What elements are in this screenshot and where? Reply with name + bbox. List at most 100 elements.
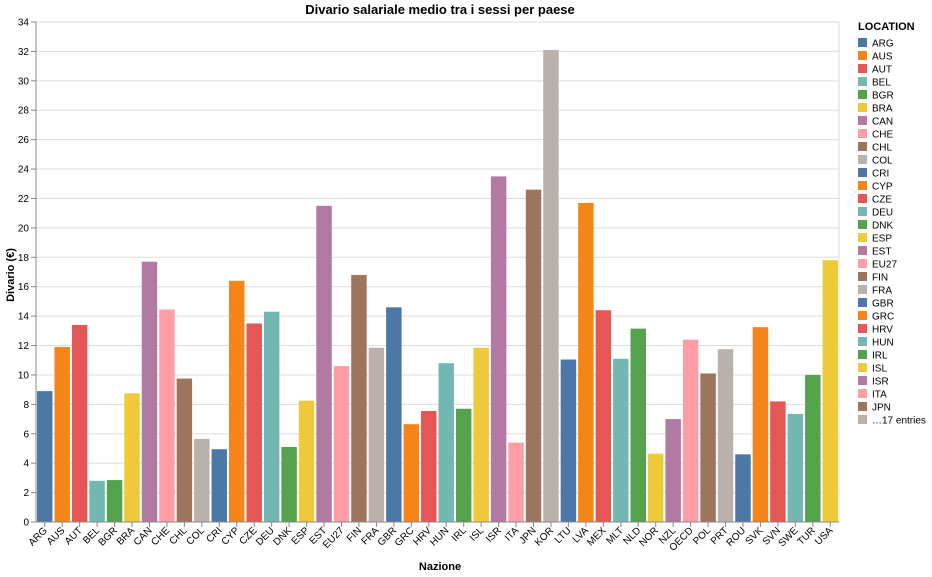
bar-bra[interactable] (124, 393, 140, 522)
y-tick-label: 24 (18, 165, 30, 176)
chart-title: Divario salariale medio tra i sessi per … (305, 2, 575, 17)
bar-deu[interactable] (263, 311, 280, 522)
bar-mex[interactable] (595, 310, 612, 522)
bar-svk[interactable] (752, 327, 769, 522)
legend-entry-jpn[interactable]: JPN (872, 403, 891, 414)
x-tick-label: CHL (168, 525, 190, 547)
bar-cze[interactable] (246, 323, 262, 522)
legend-swatch (858, 90, 867, 99)
bar-che[interactable] (159, 309, 175, 523)
legend-entry-hun[interactable]: HUN (872, 338, 894, 349)
legend-entry-dnk[interactable]: DNK (872, 221, 893, 232)
legend-swatch (858, 246, 867, 255)
bar-bel[interactable] (89, 480, 105, 522)
legend-entry-che[interactable]: CHE (872, 130, 893, 141)
legend-entry-aus[interactable]: AUS (872, 52, 893, 63)
bar-isr[interactable] (490, 176, 507, 523)
y-tick-label: 8 (23, 400, 29, 411)
legend-entry-fra[interactable]: FRA (872, 286, 892, 297)
bar-fin[interactable] (351, 274, 367, 522)
legend-entry-isr[interactable]: ISR (872, 377, 889, 388)
legend-entry-isl[interactable]: ISL (872, 364, 887, 375)
legend-entry-ita[interactable]: ITA (872, 390, 887, 401)
bar-pol[interactable] (700, 373, 716, 522)
x-tick-label: CAN (132, 525, 155, 548)
legend-entry-eu27[interactable]: EU27 (872, 260, 897, 271)
legend-entry-hrv[interactable]: HRV (872, 325, 893, 336)
legend-entry-bgr[interactable]: BGR (872, 91, 894, 102)
x-tick-label: USA (813, 525, 836, 548)
bar-nor[interactable] (647, 453, 664, 522)
bar-arg[interactable] (37, 391, 53, 522)
bar-cri[interactable] (211, 449, 228, 522)
bar-rou[interactable] (735, 454, 751, 522)
bar-svn[interactable] (770, 401, 786, 522)
bar-nzl[interactable] (665, 419, 681, 522)
legend-entry-cze[interactable]: CZE (872, 195, 892, 206)
bar-dnk[interactable] (281, 447, 297, 522)
legend-entry-fin[interactable]: FIN (872, 273, 888, 284)
x-tick-label: ISL (468, 525, 487, 544)
bar-jpn[interactable] (525, 189, 542, 522)
bar-hun[interactable] (438, 363, 454, 522)
y-tick-label: 26 (18, 135, 30, 146)
bar-hrv[interactable] (421, 410, 437, 522)
legend-swatch (858, 337, 867, 346)
bar-can[interactable] (141, 261, 158, 522)
legend-entry-can[interactable]: CAN (872, 117, 893, 128)
bar-cyp[interactable] (229, 280, 245, 522)
bar-aus[interactable] (54, 347, 70, 522)
y-tick-label: 16 (18, 282, 30, 293)
bar-oecd[interactable] (682, 339, 699, 522)
bar-grc[interactable] (403, 424, 420, 522)
bar-tur[interactable] (805, 374, 821, 522)
legend-entry-aut[interactable]: AUT (872, 65, 892, 76)
x-tick-label: CYP (220, 525, 243, 548)
bar-ltu[interactable] (560, 359, 577, 523)
legend-entry-bel[interactable]: BEL (872, 78, 891, 89)
bar-nld[interactable] (630, 328, 646, 522)
bar-chl[interactable] (176, 378, 193, 522)
legend-entry-deu[interactable]: DEU (872, 208, 893, 219)
legend-swatch (858, 129, 867, 138)
legend-swatch (858, 220, 867, 229)
bar-est[interactable] (316, 205, 332, 522)
x-tick-label: BRA (115, 525, 138, 548)
bar-usa[interactable] (822, 260, 838, 522)
y-tick-label: 2 (23, 488, 29, 499)
legend-entry-grc[interactable]: GRC (872, 312, 894, 323)
x-tick-label: HUN (428, 525, 451, 548)
bar-esp[interactable] (298, 400, 315, 522)
legend-entry-est[interactable]: EST (872, 247, 891, 258)
legend-entry-cyp[interactable]: CYP (872, 182, 893, 193)
bar-col[interactable] (194, 438, 210, 522)
legend-entry-arg[interactable]: ARG (872, 39, 894, 50)
bars (37, 49, 838, 523)
legend-swatch (858, 259, 867, 268)
bar-prt[interactable] (717, 349, 734, 522)
legend-swatch (858, 363, 867, 372)
bar-bgr[interactable] (106, 480, 123, 522)
bar-mlt[interactable] (613, 358, 629, 522)
legend-swatch (858, 415, 867, 424)
legend-swatch (858, 51, 867, 60)
bar-swe[interactable] (787, 413, 804, 522)
legend-entry-gbr[interactable]: GBR (872, 299, 894, 310)
bar-kor[interactable] (543, 49, 559, 523)
x-tick-label: SVK (744, 525, 766, 547)
bar-fra[interactable] (368, 347, 385, 522)
legend-entry-col[interactable]: COL (872, 156, 893, 167)
bar-irl[interactable] (455, 408, 472, 522)
bar-eu27[interactable] (333, 366, 350, 522)
legend-entry-esp[interactable]: ESP (872, 234, 892, 245)
legend-entry-chl[interactable]: CHL (872, 143, 892, 154)
bar-ita[interactable] (508, 442, 524, 522)
legend-entry-bra[interactable]: BRA (872, 104, 893, 115)
legend-entry-irl[interactable]: IRL (872, 351, 888, 362)
bar-isl[interactable] (473, 347, 489, 522)
bar-lva[interactable] (578, 202, 594, 522)
bar-gbr[interactable] (386, 307, 402, 522)
legend-entry-cri[interactable]: CRI (872, 169, 889, 180)
bar-aut[interactable] (71, 324, 88, 522)
